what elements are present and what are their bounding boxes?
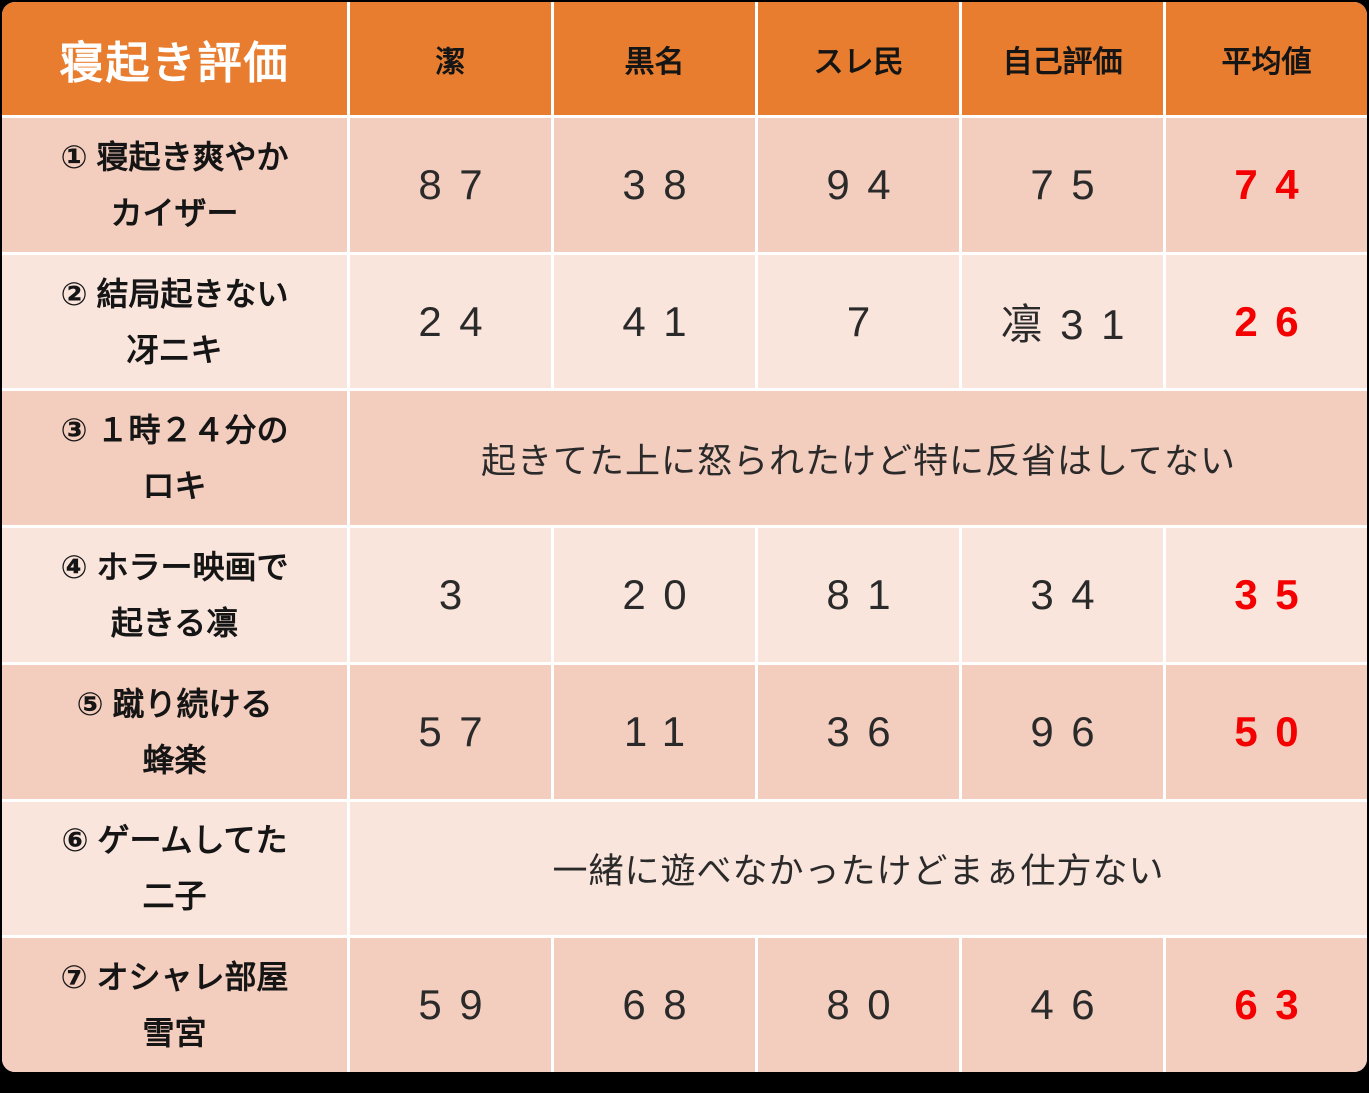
score-cell: 46: [962, 938, 1163, 1072]
column-header-average: 平均値: [1166, 2, 1367, 115]
row-label: ② 結局起きない 冴ニキ: [2, 254, 347, 389]
score-cell: 24: [350, 254, 551, 389]
average-cell: 50: [1166, 664, 1367, 799]
score-cell: 94: [758, 118, 959, 252]
evaluation-table: 寝起き評価 潔 黒名 スレ民 自己評価 平均値 ① 寝起き爽やか カイザー 87 3…: [2, 2, 1367, 1072]
row-label: ⑤ 蹴り続ける 蜂楽: [2, 664, 347, 799]
row-label: ① 寝起き爽やか カイザー: [2, 118, 347, 252]
average-cell: 26: [1166, 254, 1367, 389]
evaluation-table-card: 寝起き評価 潔 黒名 スレ民 自己評価 平均値 ① 寝起き爽やか カイザー 87 3…: [2, 2, 1367, 1072]
table-title: 寝起き評価: [2, 2, 347, 115]
average-cell: 35: [1166, 528, 1367, 662]
score-cell: 68: [554, 938, 755, 1072]
row-label: ⑥ ゲームしてた 二子: [2, 801, 347, 936]
score-cell: 34: [962, 528, 1163, 662]
score-cell: 凛31: [962, 254, 1163, 389]
score-cell: 81: [758, 528, 959, 662]
column-header-kurona: 黒名: [554, 2, 755, 115]
score-cell: 80: [758, 938, 959, 1072]
score-cell: 20: [554, 528, 755, 662]
score-cell: 96: [962, 664, 1163, 799]
score-cell: 7: [758, 254, 959, 389]
score-cell: 38: [554, 118, 755, 252]
row-label: ③ １時２４分の ロキ: [2, 391, 347, 526]
score-cell: 3: [350, 528, 551, 662]
score-cell: 87: [350, 118, 551, 252]
score-cell: 41: [554, 254, 755, 389]
score-cell: 75: [962, 118, 1163, 252]
row-label: ④ ホラー映画で 起きる凛: [2, 528, 347, 662]
score-cell: 36: [758, 664, 959, 799]
column-header-isagi: 潔: [350, 2, 551, 115]
column-header-suremin: スレ民: [758, 2, 959, 115]
score-cell: 11: [554, 664, 755, 799]
average-cell: 63: [1166, 938, 1367, 1072]
note-cell: 起きてた上に怒られたけど特に反省はしてない: [350, 391, 1367, 526]
score-cell: 59: [350, 938, 551, 1072]
average-cell: 74: [1166, 118, 1367, 252]
note-cell: 一緒に遊べなかったけどまぁ仕方ない: [350, 801, 1367, 936]
column-header-self: 自己評価: [962, 2, 1163, 115]
score-cell: 57: [350, 664, 551, 799]
row-label: ⑦ オシャレ部屋 雪宮: [2, 938, 347, 1072]
